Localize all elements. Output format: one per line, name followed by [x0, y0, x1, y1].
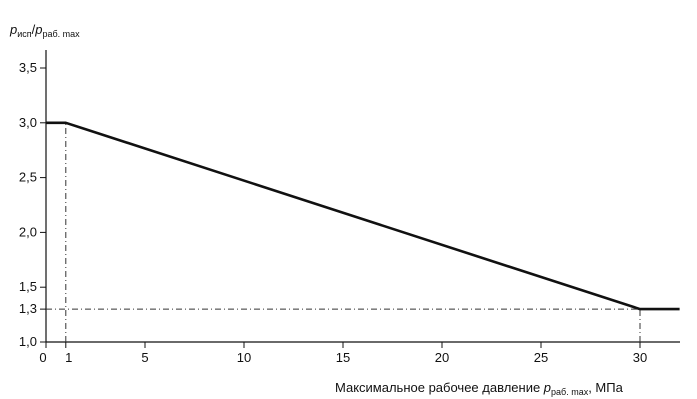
y-axis-label: pисп/pраб. max: [9, 22, 80, 39]
x-tick-label: 20: [435, 350, 449, 365]
y-tick-label: 2,0: [19, 224, 37, 239]
x-tick-label: 15: [336, 350, 350, 365]
x-tick-label: 10: [237, 350, 251, 365]
plot-area: 1,01,31,52,02,53,03,5 0 1 5 10 15 20 25 30: [19, 50, 680, 365]
y-ticks: 1,0 1,3 1,5 2,0 2,5 3,0 3,5: [19, 60, 46, 349]
y-axis-label-sub2: раб. max: [43, 29, 81, 39]
y-axis-label-main: p: [9, 22, 17, 37]
y-axis-label-sub1: исп: [17, 29, 32, 39]
data-series: [46, 121, 680, 311]
y-tick-label: 3,0: [19, 115, 37, 130]
x-tick-label: 25: [534, 350, 548, 365]
y-tick-label: 1,3: [19, 301, 37, 316]
y-tick-label: 1,0: [19, 334, 37, 349]
data-line: [46, 121, 680, 311]
y-axis-label-slash: /: [32, 22, 36, 37]
x-tick-label: 30: [633, 350, 647, 365]
x-axis-label-unit: , МПа: [588, 380, 623, 395]
y-tick-label: 2,5: [19, 170, 37, 185]
y-tick-label: 3,5: [19, 60, 37, 75]
x-axis-label-var: p: [543, 380, 551, 395]
x-axis-label-sub: раб. max: [551, 387, 589, 397]
y-axis-label-denominator: p: [34, 22, 42, 37]
x-axis-label: Максимальное рабочее давление pраб. max,…: [335, 380, 624, 397]
reference-lines: [46, 122, 641, 342]
y-tick-label: 1,5: [19, 279, 37, 294]
x-tick-label: 5: [141, 350, 148, 365]
x-ticks: 0 1 5 10 15 20 25 30: [39, 342, 647, 365]
x-tick-label: 1: [65, 350, 72, 365]
x-axis-label-text: Максимальное рабочее давление: [335, 380, 544, 395]
x-tick-label: 0: [39, 350, 46, 365]
